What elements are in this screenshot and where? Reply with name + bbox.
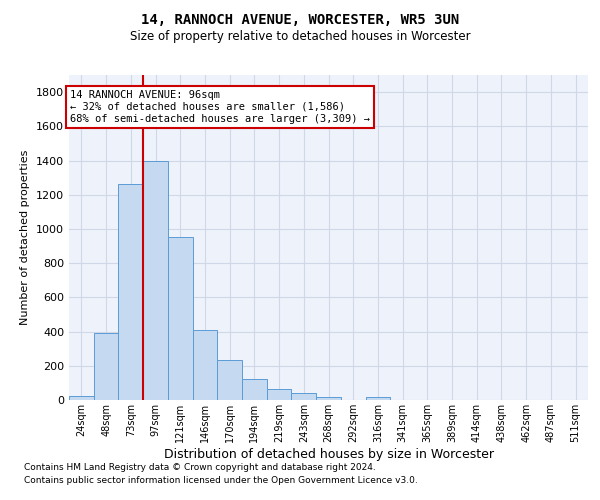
Text: Contains HM Land Registry data © Crown copyright and database right 2024.: Contains HM Land Registry data © Crown c…	[24, 464, 376, 472]
Y-axis label: Number of detached properties: Number of detached properties	[20, 150, 31, 325]
Bar	[267, 389, 292, 400]
Text: Size of property relative to detached houses in Worcester: Size of property relative to detached ho…	[130, 30, 470, 43]
Bar	[193, 330, 217, 400]
Bar	[365, 397, 390, 400]
Text: 14 RANNOCH AVENUE: 96sqm
← 32% of detached houses are smaller (1,586)
68% of sem: 14 RANNOCH AVENUE: 96sqm ← 32% of detach…	[70, 90, 370, 124]
Bar	[168, 238, 193, 400]
Text: 14, RANNOCH AVENUE, WORCESTER, WR5 3UN: 14, RANNOCH AVENUE, WORCESTER, WR5 3UN	[141, 12, 459, 26]
Bar	[143, 160, 168, 400]
Text: Contains public sector information licensed under the Open Government Licence v3: Contains public sector information licen…	[24, 476, 418, 485]
Bar	[316, 397, 341, 400]
Bar	[292, 393, 316, 400]
Bar	[217, 360, 242, 400]
Bar	[118, 184, 143, 400]
Bar	[242, 380, 267, 400]
Bar	[94, 334, 118, 400]
X-axis label: Distribution of detached houses by size in Worcester: Distribution of detached houses by size …	[163, 448, 493, 460]
Bar	[69, 396, 94, 400]
